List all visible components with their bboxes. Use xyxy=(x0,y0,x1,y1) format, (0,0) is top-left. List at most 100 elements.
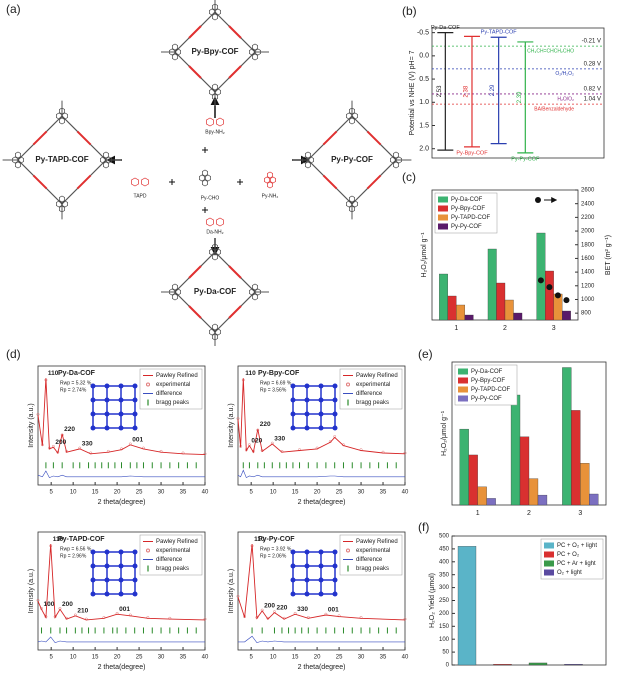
ring xyxy=(62,200,68,208)
linker xyxy=(188,305,202,319)
bet-point xyxy=(546,284,553,291)
ring xyxy=(270,176,276,184)
plot-frame xyxy=(237,531,406,651)
x-tick-label: 35 xyxy=(380,655,387,661)
y2-tick-label: 800 xyxy=(581,311,592,317)
framework-label: Py-Py-COF xyxy=(331,155,373,164)
pawley-line xyxy=(37,378,206,456)
ring xyxy=(56,112,62,120)
y-tick-label: 50 xyxy=(442,650,449,656)
y2-tick-label: 2400 xyxy=(581,201,595,207)
bar xyxy=(510,394,521,506)
peak-label: 200 xyxy=(55,439,66,446)
bar xyxy=(496,282,506,321)
ring xyxy=(205,174,211,182)
ring xyxy=(59,195,65,203)
experimental-point xyxy=(203,617,207,621)
difference-line xyxy=(238,635,405,644)
x-tick-label: 5 xyxy=(50,490,54,496)
level-name: O₂/H₂O₂ xyxy=(555,71,574,77)
peak-label: 110 xyxy=(254,536,265,543)
legend-label: Py-Py-COF xyxy=(471,396,502,402)
panel-label: (d) xyxy=(6,347,21,361)
ring xyxy=(393,151,399,159)
legend-swatch xyxy=(458,368,468,375)
ring xyxy=(252,53,258,61)
panel-title: Py-Py-COF xyxy=(258,536,295,543)
bar xyxy=(528,662,548,666)
y-tick-label: 450 xyxy=(439,546,450,552)
y-tick-label: 0.5 xyxy=(419,76,429,83)
y-tick-label: 150 xyxy=(439,624,450,630)
x-tick-label: 20 xyxy=(114,655,121,661)
ring xyxy=(56,200,62,208)
peak-label: 330 xyxy=(82,441,93,448)
legend-symbol xyxy=(146,548,150,553)
ring xyxy=(249,48,255,56)
y-tick-label: 0.0 xyxy=(419,53,429,60)
ring xyxy=(308,156,314,164)
legend-label: experimental xyxy=(356,382,390,388)
legend-swatch xyxy=(438,223,448,230)
legend-swatch xyxy=(544,560,554,567)
scheme: Py-Bpy-COF Py-TAPD-COF Py-Py-COF Py-Da-C… xyxy=(2,0,412,346)
ring xyxy=(212,253,218,261)
y-tick-label: 1.5 xyxy=(419,122,429,129)
ring xyxy=(349,195,355,203)
bar xyxy=(562,367,572,506)
ring xyxy=(249,288,255,296)
ring xyxy=(18,156,24,164)
y2-tick-label: 1200 xyxy=(581,283,595,289)
experimental-point xyxy=(203,452,207,456)
legend-swatch xyxy=(438,214,448,221)
y2-tick-label: 1800 xyxy=(581,242,595,248)
linker xyxy=(32,130,48,146)
y-tick-label: -0.5 xyxy=(417,29,429,36)
y-axis-label: Intensity (a.u.) xyxy=(28,403,35,447)
ring xyxy=(252,43,258,51)
framework-label: Py-Bpy-COF xyxy=(191,47,238,56)
bar xyxy=(493,664,512,666)
fit-stat: Rwp = 3.92 % xyxy=(260,546,292,552)
x-tick-label: 5 xyxy=(50,655,54,661)
linker xyxy=(188,265,202,279)
legend: PC + O₂ + light PC + O₂ PC + Ar + light O₂ … xyxy=(540,538,604,580)
peak-label: 110 xyxy=(53,536,64,543)
x-tick-label: 5 xyxy=(250,655,254,661)
y-tick-label: 300 xyxy=(439,585,450,591)
legend-label: Py-Da-COF xyxy=(451,197,483,203)
ring xyxy=(396,156,402,164)
panel-label: (e) xyxy=(418,347,433,361)
bar xyxy=(439,273,448,321)
legend-label: experimental xyxy=(156,548,190,554)
legend-symbol xyxy=(146,382,150,387)
panel-label: (f) xyxy=(418,520,429,534)
ring xyxy=(390,156,396,164)
y-tick-label: 200 xyxy=(439,611,450,617)
ring xyxy=(172,43,178,51)
fit-stat: Rp = 3.56% xyxy=(260,387,287,393)
peak-label: 110 xyxy=(48,370,59,377)
peak-label: 200 xyxy=(62,601,73,608)
legend-label: Py-Da-COF xyxy=(471,369,503,375)
peak-label: 100 xyxy=(44,601,55,608)
linker xyxy=(76,174,92,190)
fit-stat: Rp = 2.74% xyxy=(60,387,87,393)
legend-label: Py-TAPD-COF xyxy=(471,387,511,393)
ring xyxy=(212,83,218,91)
peak-label: 330 xyxy=(297,606,308,613)
ring xyxy=(202,179,208,187)
x-tick-label: 15 xyxy=(292,490,299,496)
x-tick-label: 10 xyxy=(270,490,277,496)
y2-tick-label: 1400 xyxy=(581,270,595,276)
linker xyxy=(322,174,338,190)
y-tick-label: 250 xyxy=(439,598,450,604)
legend-symbol xyxy=(346,382,350,387)
y2-tick-label: 2600 xyxy=(581,188,595,194)
linker xyxy=(188,65,202,79)
bet-point xyxy=(563,297,570,304)
ring xyxy=(62,112,68,120)
plot-frame xyxy=(37,365,206,486)
level-label: -0.21 V xyxy=(582,39,601,45)
ring xyxy=(209,8,215,16)
